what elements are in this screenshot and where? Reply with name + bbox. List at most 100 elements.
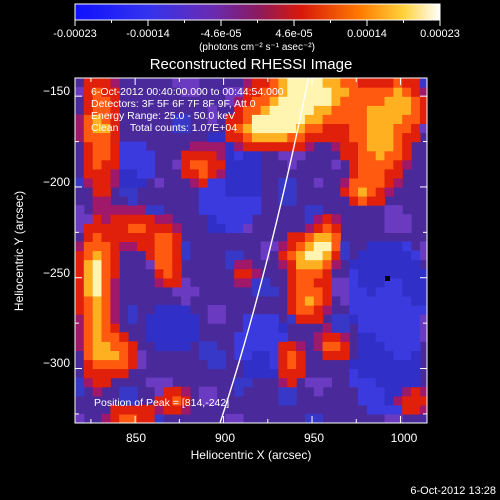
heatmap-cell <box>393 395 403 406</box>
heatmap-cell <box>83 241 94 252</box>
heatmap-cell <box>402 377 412 388</box>
heatmap-cell <box>366 105 377 115</box>
heatmap-cell <box>101 141 111 152</box>
y-axis-label: Heliocentric Y (arcsec) <box>12 191 26 311</box>
heatmap-cell <box>234 250 244 261</box>
heatmap-cell <box>101 159 111 170</box>
heatmap-cell <box>243 177 253 188</box>
heatmap-cell <box>181 323 191 333</box>
heatmap-cell <box>190 87 200 97</box>
heatmap-cell <box>375 368 386 379</box>
heatmap-cell <box>419 386 427 397</box>
heatmap-cell <box>101 87 111 97</box>
heatmap-cell <box>411 323 421 333</box>
heatmap-cell <box>278 105 288 115</box>
info-block: 6-Oct-2012 00:40:00.000 to 00:44:54.000 … <box>91 86 284 409</box>
heatmap-cell <box>278 395 288 406</box>
heatmap-cell <box>269 132 279 143</box>
heatmap-cell <box>419 241 427 252</box>
heatmap-cell <box>216 305 226 315</box>
heatmap-cell <box>83 223 94 233</box>
heatmap-cell <box>313 277 324 288</box>
heatmap-cell <box>269 114 279 124</box>
heatmap-cell <box>181 314 191 324</box>
heatmap-cell <box>384 96 394 106</box>
heatmap-cell <box>402 105 412 115</box>
heatmap-cell <box>216 214 226 224</box>
heatmap-cell <box>419 123 427 134</box>
heatmap-cell <box>358 177 368 188</box>
heatmap-cell <box>101 259 111 270</box>
footer-timestamp: 6-Oct-2012 13:28 <box>410 485 496 497</box>
heatmap-cell <box>358 350 368 361</box>
heatmap-cell <box>331 259 341 270</box>
heatmap-cell <box>83 295 94 306</box>
heatmap-cell <box>128 223 138 233</box>
heatmap-cell <box>181 305 191 315</box>
heatmap-cell <box>154 232 164 242</box>
heatmap-cell <box>75 332 85 342</box>
heatmap-cell <box>402 268 412 279</box>
heatmap-cell <box>243 314 253 324</box>
heatmap-cell <box>411 250 421 261</box>
heatmap-cell <box>234 268 244 279</box>
heatmap-cell <box>384 323 394 333</box>
heatmap-cell <box>358 168 368 179</box>
heatmap-cell <box>278 323 288 333</box>
heatmap-cell <box>402 386 412 397</box>
heatmap-cell <box>393 241 403 252</box>
heatmap-cell <box>287 377 297 388</box>
image-map <box>74 77 428 424</box>
heatmap-cell <box>251 132 262 143</box>
heatmap-cell <box>366 323 377 333</box>
heatmap-cell <box>101 350 111 361</box>
heatmap-cell <box>313 123 324 134</box>
heatmap-cell <box>92 232 103 242</box>
heatmap-cell <box>110 413 120 423</box>
heatmap-cell <box>251 350 262 361</box>
heatmap-cell <box>83 96 94 106</box>
heatmap-cell <box>375 132 386 143</box>
heatmap-cell <box>207 177 218 188</box>
heatmap-cell <box>225 214 235 224</box>
heatmap-cell <box>304 223 315 233</box>
heatmap-cell <box>172 250 182 261</box>
heatmap-cell <box>358 368 368 379</box>
heatmap-cell <box>304 78 315 88</box>
heatmap-cell <box>207 114 218 124</box>
heatmap-cell <box>340 186 350 197</box>
heatmap-cell <box>366 186 377 197</box>
heatmap-cell <box>296 114 306 124</box>
heatmap-cell <box>75 177 85 188</box>
heatmap-cell <box>287 395 297 406</box>
heatmap-cell <box>375 150 386 161</box>
heatmap-cell <box>419 87 427 97</box>
heatmap-cell <box>145 314 156 324</box>
heatmap-cell <box>243 150 253 161</box>
heatmap-cell <box>198 168 209 179</box>
heatmap-cell <box>366 141 377 152</box>
heatmap-cell <box>331 286 341 297</box>
heatmap-cell <box>136 177 147 188</box>
heatmap-cell <box>251 141 262 152</box>
heatmap-cell <box>154 413 164 423</box>
heatmap-cell <box>163 214 173 224</box>
heatmap-cell <box>216 177 226 188</box>
colorbar-gradient <box>74 3 441 21</box>
solar-limb-line <box>219 78 310 423</box>
heatmap-cell <box>92 196 103 206</box>
heatmap-cell <box>75 214 85 224</box>
heatmap-cell <box>92 105 103 115</box>
heatmap-cell <box>128 395 138 406</box>
heatmap-cell <box>269 368 279 379</box>
heatmap-cell <box>92 368 103 379</box>
heatmap-cell <box>92 377 103 388</box>
heatmap-cell <box>243 359 253 370</box>
heatmap-cell <box>402 286 412 297</box>
heatmap-cell <box>393 341 403 351</box>
heatmap-cell <box>92 150 103 161</box>
heatmap-cell <box>75 205 85 215</box>
heatmap-cell <box>172 223 182 233</box>
heatmap-cell <box>225 87 235 97</box>
heatmap-cell <box>366 114 377 124</box>
